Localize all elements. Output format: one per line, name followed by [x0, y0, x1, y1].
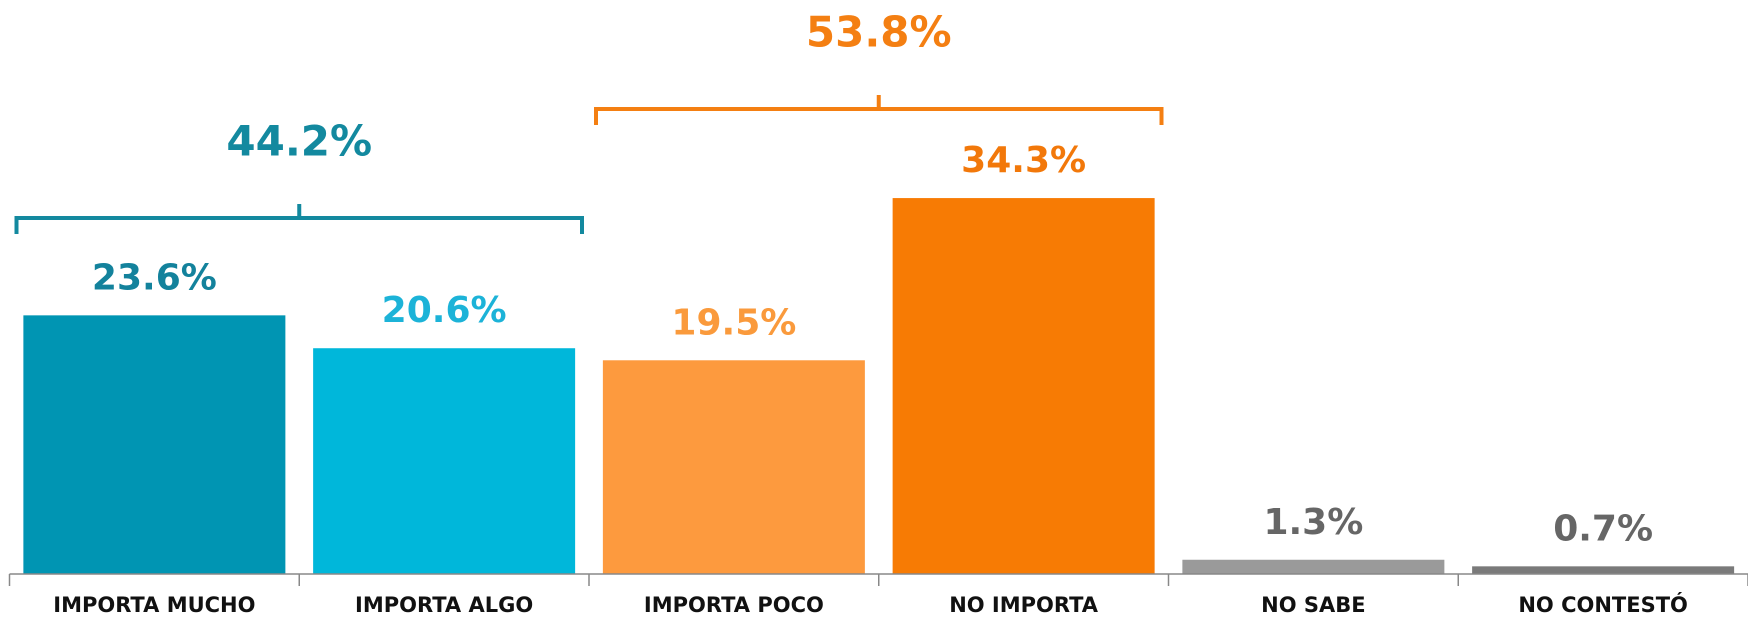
x-tick-label: IMPORTA MUCHO	[53, 593, 255, 617]
group-bracket	[594, 95, 1164, 125]
bar	[23, 315, 286, 574]
group-label: 44.2%	[226, 117, 372, 166]
bar	[1472, 566, 1735, 574]
group-bracket	[14, 204, 584, 234]
bar	[602, 360, 865, 574]
x-tick-label: NO CONTESTÓ	[1518, 592, 1688, 617]
x-tick-label: IMPORTA POCO	[644, 593, 824, 617]
bar	[313, 348, 576, 574]
x-tick-label: IMPORTA ALGO	[355, 593, 533, 617]
value-label: 23.6%	[92, 257, 217, 298]
value-label: 0.7%	[1553, 508, 1653, 549]
value-label: 1.3%	[1263, 502, 1363, 543]
value-label: 34.3%	[961, 140, 1086, 181]
x-tick-label: NO SABE	[1261, 593, 1365, 617]
bar	[1182, 559, 1445, 574]
group-label: 53.8%	[806, 8, 952, 57]
x-tick-label: NO IMPORTA	[949, 593, 1099, 617]
value-label: 19.5%	[671, 302, 796, 343]
bar	[892, 198, 1155, 574]
value-label: 20.6%	[382, 290, 507, 331]
